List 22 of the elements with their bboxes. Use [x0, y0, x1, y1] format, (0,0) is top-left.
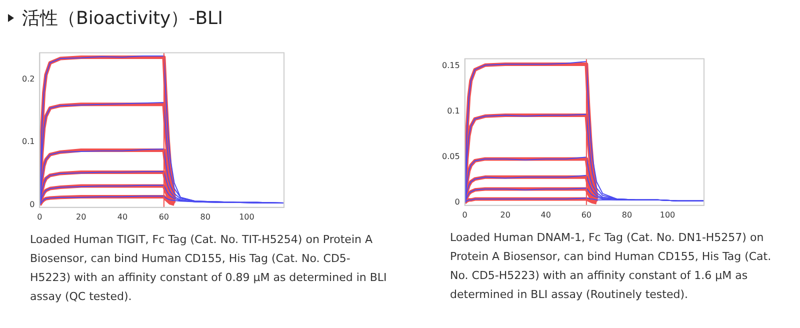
x-tick-label: 100: [660, 210, 676, 220]
y-tick-label: 0.05: [442, 152, 460, 162]
x-tick-label: 80: [622, 210, 632, 220]
x-tick-label: 100: [239, 212, 254, 222]
x-tick-label: 60: [158, 212, 170, 222]
text: Loaded Human TIGIT, Fc Tag (Cat. No. TIT-H5254) on Protein A Biosensor, can bind Human CD155, His Tag (Cat. No. CD5-H5223) with an affinity constant of 0.89 μM as determined in BLI assay (QC tested).: [30, 232, 388, 305]
y-tick-label: 0: [454, 198, 460, 207]
y-tick-label: 0.15: [442, 61, 460, 70]
x-tick-label: 40: [540, 210, 551, 220]
y-tick-label: 0.1: [22, 137, 35, 146]
y-tick-label: 0.2: [22, 74, 35, 84]
x-tick-label: 80: [200, 212, 210, 222]
y-tick-label: 0: [30, 200, 35, 209]
chart-title: 活性（Bioactivity）-BLI: [22, 7, 223, 30]
x-tick-label: 40: [117, 212, 128, 222]
y-tick-label: 0.1: [447, 106, 460, 116]
x-tick-label: 20: [76, 212, 86, 222]
x-tick-label: 20: [500, 210, 510, 220]
x-tick-label: 0: [462, 210, 468, 220]
text: Loaded Human DNAM-1, Fc Tag (Cat. No. DN1-H5257) on Protein A Biosensor, can bind Human CD155, His Tag (Cat. No. CD5-H5223) with an affinity constant of 1.6 μM as determined in BLI assay (Routinely tested).: [450, 230, 772, 303]
x-tick-label: 0: [37, 212, 42, 222]
x-tick-label: 60: [581, 210, 592, 220]
